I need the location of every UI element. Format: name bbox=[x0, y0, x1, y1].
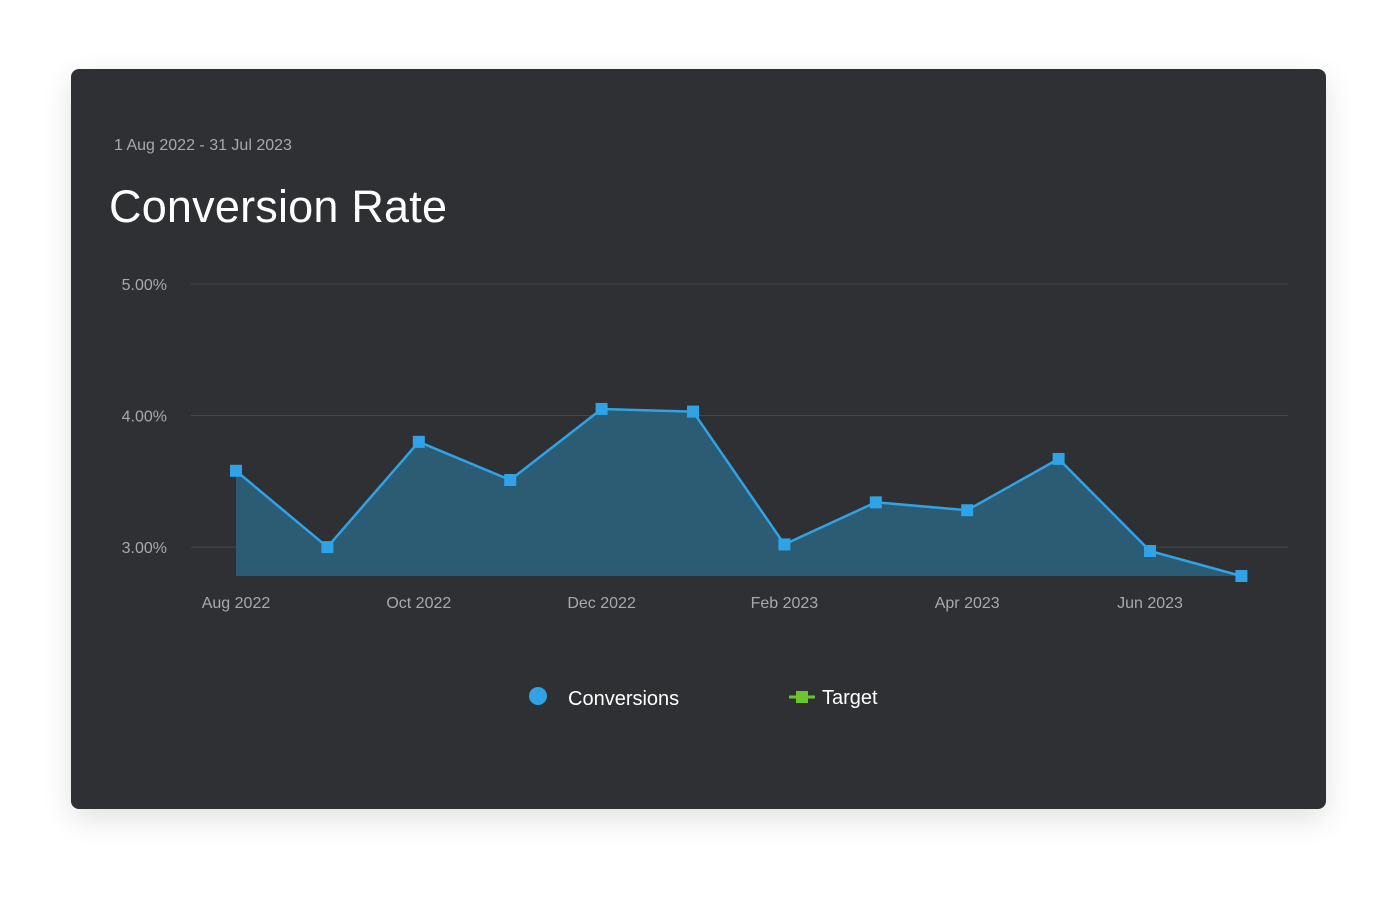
legend-conversions-label: Conversions bbox=[568, 688, 679, 710]
data-point-marker bbox=[1235, 570, 1248, 582]
data-point-marker bbox=[230, 464, 242, 477]
series-line bbox=[235, 407, 1242, 578]
y-tick-label: 5.00% bbox=[122, 277, 167, 294]
y-tick-label: 4.00% bbox=[122, 409, 167, 426]
conversions-line bbox=[235, 407, 1242, 578]
legend-target-swatch bbox=[796, 691, 808, 703]
conversions-area bbox=[236, 409, 1242, 576]
series-markers bbox=[230, 402, 1248, 582]
legend-target-label: Target bbox=[822, 687, 878, 709]
x-tick-label: Oct 2022 bbox=[386, 595, 451, 612]
series-area bbox=[236, 409, 1242, 576]
date-range-label: 1 Aug 2022 - 31 Jul 2023 bbox=[114, 137, 292, 154]
x-tick-label: Jun 2023 bbox=[1117, 595, 1183, 612]
data-point-marker bbox=[869, 496, 882, 509]
x-tick-label: Aug 2022 bbox=[202, 595, 271, 612]
data-point-marker bbox=[504, 473, 517, 486]
x-tick-label: Feb 2023 bbox=[751, 595, 819, 612]
x-tick-label: Apr 2023 bbox=[935, 595, 1000, 612]
data-point-marker bbox=[1052, 452, 1065, 465]
data-point-marker bbox=[778, 538, 791, 551]
y-axis-ticks: 5.00% 4.00% 3.00% bbox=[122, 277, 167, 557]
data-point-marker bbox=[412, 435, 425, 448]
chart-title: Conversion Rate bbox=[109, 181, 448, 232]
data-point-marker bbox=[961, 504, 974, 517]
x-tick-label: Dec 2022 bbox=[567, 595, 636, 612]
y-tick-label: 3.00% bbox=[122, 540, 167, 557]
data-point-marker bbox=[595, 402, 608, 415]
conversion-rate-chart: 5.00% 4.00% 3.00% Aug 2022 Oct 2022 Dec 2022… bbox=[122, 277, 1288, 710]
x-axis-ticks: Aug 2022 Oct 2022 Dec 2022 Feb 2023 Apr 2023… bbox=[202, 595, 1183, 612]
legend-conversions-swatch bbox=[529, 687, 547, 705]
chart-card: 1 Aug 2022 - 31 Jul 2023 Conversion Rate… bbox=[71, 69, 1326, 809]
data-point-marker bbox=[687, 405, 699, 418]
data-point-marker bbox=[321, 541, 334, 554]
legend: Conversions Target bbox=[529, 687, 878, 710]
data-point-marker bbox=[1144, 545, 1156, 558]
